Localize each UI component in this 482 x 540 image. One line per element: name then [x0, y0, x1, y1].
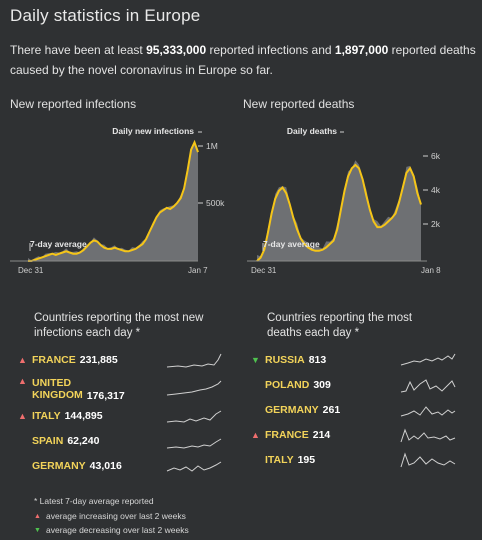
- infections-avg-label: 7-day average: [30, 239, 87, 249]
- infections-list-item: ▲ UNITED KINGDOM 176,317: [18, 374, 125, 404]
- infections-panel-title: New reported infections: [10, 97, 137, 111]
- deaths-list-title-line2: deaths each day *: [267, 327, 360, 339]
- infections-list-item: ▲ ITALY 144,895: [18, 405, 103, 427]
- country-value: 144,895: [64, 410, 103, 422]
- legend-increasing-label: average increasing over last 2 weeks: [46, 511, 186, 521]
- daily-values-area: [257, 160, 421, 261]
- country-name: UNITED KINGDOM: [32, 377, 83, 401]
- country-value: 309: [313, 379, 331, 391]
- country-name: POLAND: [265, 379, 310, 391]
- deaths-total: 1,897,000: [334, 43, 389, 57]
- country-name: ITALY: [32, 410, 61, 422]
- deaths-list-item: POLAND 309: [251, 374, 331, 396]
- deaths-chart-label: Daily deaths: [287, 126, 337, 136]
- infections-chart: Daily new infections 1M 500k 7-day avera…: [10, 126, 225, 275]
- deaths-avg-label: 7-day average: [263, 239, 320, 249]
- country-name: FRANCE: [265, 429, 309, 441]
- summary-mid: reported infections and: [206, 43, 335, 57]
- triangle-up-icon: ▲: [34, 512, 41, 520]
- country-name: SPAIN: [32, 435, 64, 447]
- summary-pre: There have been at least: [10, 43, 147, 57]
- infections-list-item: GERMANY 43,016: [18, 455, 122, 477]
- country-value: 214: [312, 429, 331, 441]
- triangle-down-icon: ▼: [251, 355, 260, 365]
- deaths-ytick-2k: 2k: [431, 219, 441, 229]
- deaths-list-item: ITALY 195: [251, 449, 315, 471]
- footnote-text: * Latest 7-day average reported: [34, 496, 154, 506]
- infections-list-item: SPAIN 62,240: [18, 430, 99, 452]
- country-value: 261: [322, 404, 341, 416]
- sparkline-italy-deaths: [400, 452, 456, 468]
- sparkline-germany-deaths: [400, 406, 456, 417]
- sparkline-russia-deaths: [400, 353, 456, 366]
- country-name: RUSSIA: [265, 354, 305, 366]
- deaths-x-end: Jan 8: [421, 266, 441, 275]
- infections-x-start: Dec 31: [18, 266, 44, 275]
- country-name-line2: KINGDOM: [32, 389, 83, 401]
- country-value: 176,317: [86, 390, 125, 402]
- infections-total: 95,333,000: [146, 43, 207, 57]
- triangle-up-icon: ▲: [18, 355, 27, 365]
- infections-average-line: [28, 139, 199, 262]
- page-title: Daily statistics in Europe: [10, 6, 201, 25]
- country-value: 62,240: [67, 435, 100, 447]
- country-value: 195: [297, 454, 316, 466]
- country-value: 43,016: [89, 460, 122, 472]
- infections-list-title-line2: infections each day *: [34, 327, 141, 339]
- deaths-x-start: Dec 31: [251, 266, 277, 275]
- sparkline-poland-deaths: [400, 379, 456, 393]
- deaths-ytick-6k: 6k: [431, 151, 441, 161]
- sparkline-germany-infections: [166, 461, 222, 472]
- deaths-list-item: ▲ FRANCE 214: [251, 424, 330, 446]
- legend-decreasing-label: average decreasing over last 2 weeks: [46, 525, 189, 535]
- country-name: FRANCE: [32, 354, 76, 366]
- infections-daily-bars: [28, 142, 198, 261]
- triangle-up-icon: ▲: [18, 411, 27, 421]
- deaths-list-title-line1: Countries reporting the most: [267, 312, 413, 324]
- country-name-line1: UNITED: [32, 377, 72, 389]
- deaths-list-item: ▼ RUSSIA 813: [251, 349, 326, 371]
- country-value: 813: [308, 354, 327, 366]
- deaths-panel-title: New reported deaths: [243, 97, 355, 111]
- country-name: ITALY: [265, 454, 294, 466]
- country-name: GERMANY: [32, 460, 86, 472]
- daily-values-area: [28, 142, 198, 261]
- triangle-down-icon: ▼: [34, 526, 41, 534]
- deaths-list-item: GERMANY 261: [251, 399, 340, 421]
- infections-list-item: ▲ FRANCE 231,885: [18, 349, 118, 371]
- sparkline-italy-infections: [166, 410, 222, 423]
- sparkline-uk-infections: [166, 380, 222, 396]
- summary-post: reported deaths caused by the novel coro…: [10, 43, 476, 77]
- infections-list-title: Countries reporting the most new infecti…: [34, 311, 203, 341]
- deaths-ytick-4k: 4k: [431, 185, 441, 195]
- deaths-list-title: Countries reporting the most deaths each…: [267, 311, 412, 341]
- country-name: GERMANY: [265, 404, 319, 416]
- triangle-up-icon: ▲: [18, 376, 27, 386]
- legend-decreasing: ▼ average decreasing over last 2 weeks: [34, 525, 189, 535]
- deaths-average-line: [256, 163, 422, 262]
- country-value: 231,885: [79, 354, 118, 366]
- sparkline-france-deaths: [400, 428, 456, 443]
- sparkline-spain-infections: [166, 438, 222, 449]
- infections-chart-label: Daily new infections: [112, 126, 194, 136]
- legend-increasing: ▲ average increasing over last 2 weeks: [34, 511, 186, 521]
- deaths-chart: Daily deaths 6k 4k 2k 7-day average Dec …: [247, 126, 441, 275]
- triangle-up-icon: ▲: [251, 430, 260, 440]
- infections-ytick-500k: 500k: [206, 198, 225, 208]
- summary-text: There have been at least 95,333,000 repo…: [10, 40, 476, 80]
- infections-x-end: Jan 7: [188, 266, 208, 275]
- deaths-daily-bars: [257, 160, 421, 261]
- infections-list-title-line1: Countries reporting the most new: [34, 312, 204, 324]
- sparkline-france-infections: [166, 353, 222, 368]
- infections-ytick-1m: 1M: [206, 141, 218, 151]
